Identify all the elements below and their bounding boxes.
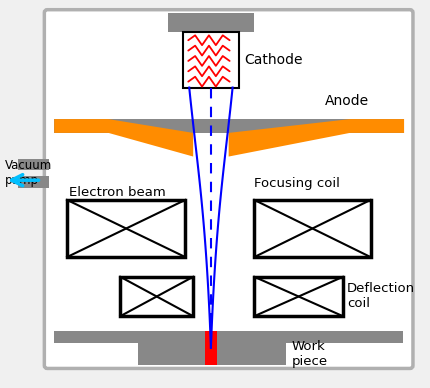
Text: Vacuum
pump: Vacuum pump: [5, 159, 52, 187]
Bar: [205, 331, 216, 364]
Text: Cathode: Cathode: [244, 53, 302, 67]
Text: Focusing coil: Focusing coil: [254, 177, 339, 190]
Polygon shape: [228, 119, 403, 156]
Bar: [254, 200, 370, 257]
Text: Work
piece: Work piece: [291, 340, 327, 368]
Bar: [183, 32, 238, 88]
Text: Electron beam: Electron beam: [69, 185, 166, 199]
FancyBboxPatch shape: [44, 10, 412, 369]
Bar: [67, 200, 185, 257]
Bar: [120, 277, 193, 316]
Bar: [138, 343, 285, 364]
Bar: [216, 331, 402, 343]
Text: Deflection
coil: Deflection coil: [346, 282, 414, 310]
Bar: [254, 277, 342, 316]
Bar: [54, 331, 205, 343]
Polygon shape: [54, 119, 193, 156]
Text: Anode: Anode: [325, 94, 369, 108]
Bar: [167, 13, 254, 32]
Bar: [54, 119, 403, 133]
Bar: [18, 176, 49, 188]
Bar: [18, 159, 49, 170]
